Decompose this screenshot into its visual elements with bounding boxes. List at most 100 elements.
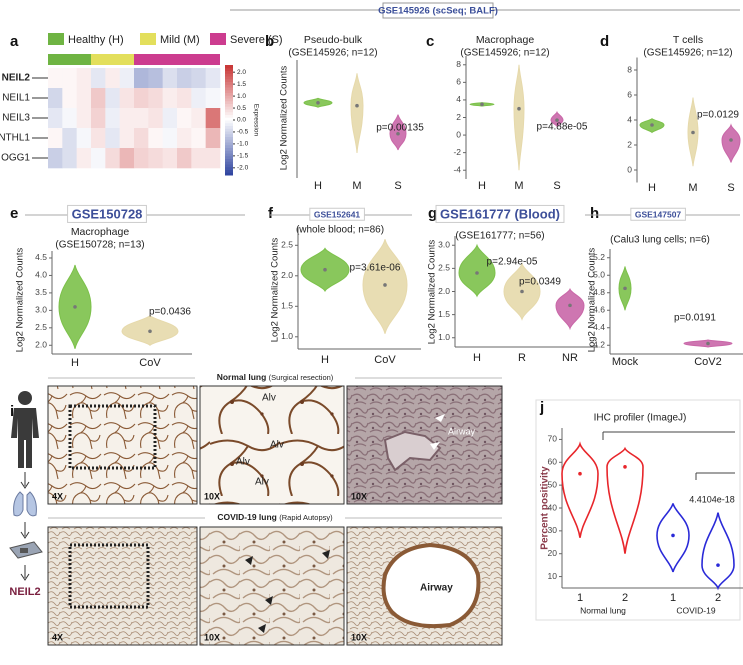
dataset-label: GSE150728 xyxy=(72,206,143,221)
colorbar-step xyxy=(225,142,233,146)
x-tick-label: 2 xyxy=(622,592,628,604)
x-tick-label: H xyxy=(321,354,329,366)
dataset-label: GSE161777 (Blood) xyxy=(440,206,560,221)
slide-sample xyxy=(20,548,28,553)
p-value: p=0.0436 xyxy=(149,307,191,318)
heat-cell xyxy=(119,148,135,169)
colorbar-tick-label: -1.0 xyxy=(237,141,249,148)
violin-median xyxy=(623,286,627,291)
chart-title: IHC profiler (ImageJ) xyxy=(594,413,687,424)
y-tick-label: 2 xyxy=(627,139,632,149)
y-axis-label: Log2 Normalized Counts xyxy=(270,237,281,342)
colorbar-step xyxy=(225,131,233,135)
x-tick-label: M xyxy=(352,180,361,192)
chart-title: (GSE150728; n=13) xyxy=(55,240,144,251)
colorbar-tick-label: 2.0 xyxy=(237,69,246,76)
heat-cell xyxy=(134,108,149,129)
y-tick-label: 20 xyxy=(548,548,558,558)
title-bg xyxy=(195,372,355,384)
violin xyxy=(350,73,364,153)
panel-label: j xyxy=(539,399,544,416)
colorbar-tick-label: 1.5 xyxy=(237,81,246,88)
violin-median xyxy=(716,563,720,567)
heat-cell xyxy=(205,128,221,149)
heat-cell xyxy=(105,88,120,109)
legend-label: Mild (M) xyxy=(160,34,200,46)
colorbar-step xyxy=(225,144,233,148)
y-tick-label: 2.5 xyxy=(281,240,293,250)
heat-cell xyxy=(48,128,63,149)
violin-median xyxy=(650,123,654,127)
normal-title: Normal lung (Surgical resection) xyxy=(217,372,334,382)
zoom-box xyxy=(68,404,157,470)
y-tick-label: 6 xyxy=(456,77,461,87)
title-bg xyxy=(205,512,345,524)
heat-cell xyxy=(62,88,77,109)
y-tick-label: 2.0 xyxy=(281,270,293,280)
colorbar-step xyxy=(225,125,233,129)
y-axis-label: Log2 Normalized Counts xyxy=(279,65,290,170)
arrow xyxy=(20,565,30,581)
y-tick-label: 60 xyxy=(548,457,558,467)
workflow-label: NEIL2 xyxy=(9,586,40,598)
person-icon xyxy=(11,391,39,468)
heat-cell xyxy=(177,128,192,149)
colorbar-step xyxy=(225,95,233,99)
group-label: COVID-19 xyxy=(676,605,715,615)
chart-title: Macrophage xyxy=(71,226,130,238)
x-tick-label: S xyxy=(727,182,734,194)
alv-label: Alv xyxy=(255,477,269,488)
arrow xyxy=(20,522,30,539)
colorbar-step xyxy=(225,92,233,96)
y-tick-label: 3.0 xyxy=(35,305,47,315)
heat-cell xyxy=(177,148,192,169)
dataset-box xyxy=(630,207,686,221)
p-value: p=3.61e-06 xyxy=(350,263,401,274)
colorbar-step xyxy=(225,164,233,168)
heat-cell xyxy=(134,88,149,109)
x-tick-label: CoV2 xyxy=(694,356,722,368)
panel-frame xyxy=(535,399,741,621)
x-tick-label: M xyxy=(688,182,697,194)
colorbar-step xyxy=(225,73,233,77)
colorbar-step xyxy=(225,70,233,74)
heat-cell xyxy=(148,128,163,149)
heat-cell xyxy=(148,68,163,89)
colorbar-step xyxy=(225,84,233,88)
violin-median xyxy=(517,106,521,111)
alv-label: Alv xyxy=(236,457,250,468)
colorbar-tick-label: -1.5 xyxy=(237,153,249,160)
row-label: NTHL1 xyxy=(0,133,30,144)
heat-cell xyxy=(148,108,163,129)
heat-cell xyxy=(134,148,149,169)
x-tick-label: CoV xyxy=(374,354,396,366)
heat-cell xyxy=(76,88,92,109)
magnification: 10X xyxy=(204,491,220,501)
y-axis-label: Log2 Normalized Counts xyxy=(427,239,438,344)
y-tick-label: -2 xyxy=(453,147,461,157)
y-tick-label: 2 xyxy=(456,112,461,122)
y-tick-label: 4.4 xyxy=(593,322,605,332)
chart-title: (GSE145926; n=12) xyxy=(288,48,377,59)
colorbar-step xyxy=(225,147,233,151)
y-axis-label: Percent positivity xyxy=(540,466,551,550)
violin xyxy=(701,512,735,591)
x-tick-label: H xyxy=(71,357,79,369)
chart-title: Pseudo-bulk xyxy=(304,34,363,46)
legend-label: Severe (S) xyxy=(230,34,283,46)
x-tick-label: 2 xyxy=(715,592,721,604)
colorbar-step xyxy=(225,106,233,110)
x-tick-label: CoV xyxy=(139,357,161,369)
heat-cell xyxy=(105,68,120,89)
heat-cell xyxy=(205,68,221,89)
x-tick-label: 1 xyxy=(577,592,583,604)
y-axis-label: Log2 Normalized Counts xyxy=(15,247,26,352)
colorbar-step xyxy=(225,120,233,124)
heat-cell xyxy=(162,148,178,169)
panel-label: i xyxy=(10,403,14,420)
y-tick-label: 4 xyxy=(627,114,632,124)
group-bar xyxy=(134,54,220,65)
heat-cell xyxy=(191,88,206,109)
heat-cell xyxy=(119,128,135,149)
y-tick-label: 3.5 xyxy=(35,287,47,297)
